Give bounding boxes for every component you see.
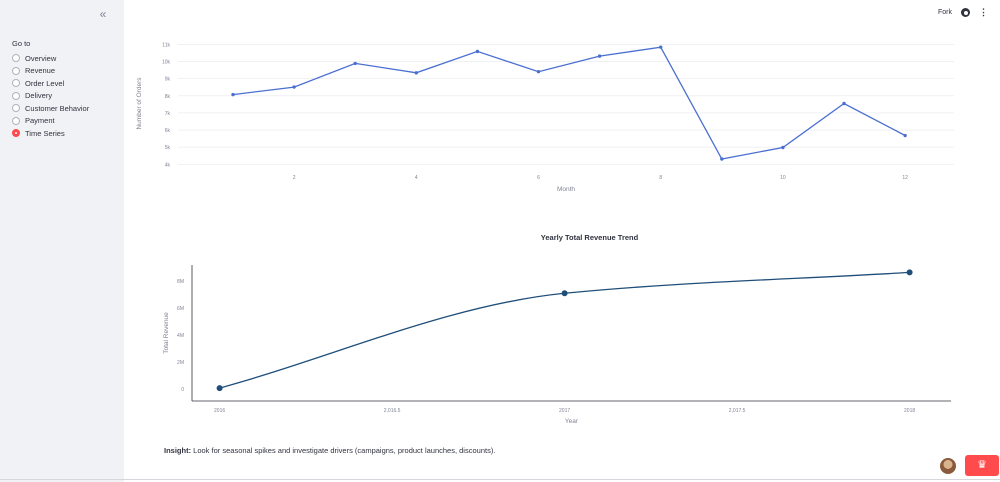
- nav-option-label: Customer Behavior: [25, 103, 90, 113]
- x-tick-label: 2,017.5: [729, 408, 746, 414]
- radio-icon: [12, 66, 20, 75]
- y-tick-label: 8k: [165, 94, 171, 100]
- data-point: [906, 269, 913, 276]
- radio-icon: [12, 79, 20, 88]
- y-axis-label: Number of Orders: [136, 77, 143, 130]
- sidebar: « Go to Overview Revenue Order Level Delive…: [0, 0, 124, 482]
- y-tick-label: 4k: [165, 162, 171, 168]
- y-axis-label: Total Revenue: [163, 312, 170, 354]
- nav-option-label: Overview: [25, 53, 57, 63]
- nav-option-customer-behavior[interactable]: Customer Behavior: [12, 102, 89, 115]
- chart-title: Yearly Total Revenue Trend: [541, 233, 639, 242]
- x-tick-label: 2,016.5: [384, 408, 401, 414]
- x-tick-label: 8: [659, 175, 662, 181]
- x-tick-label: 4: [415, 175, 418, 181]
- data-point: [216, 385, 223, 392]
- data-point: [842, 101, 846, 106]
- nav-option-label: Revenue: [25, 66, 56, 76]
- nav-option-label: Payment: [25, 116, 55, 126]
- y-tick-label: 10k: [162, 60, 171, 66]
- data-point: [561, 290, 568, 297]
- main-content: 4k 5k 6k 7k 8k 9k 10k 11k 2 4 6 8 10 12 Month Number of…: [124, 0, 1000, 482]
- data-point: [475, 49, 480, 54]
- series-line: [219, 271, 910, 389]
- y-tick-label: 2M: [177, 360, 184, 366]
- data-point: [231, 92, 235, 97]
- y-tick-label: 0: [181, 387, 184, 393]
- insight-body: Look for seasonal spikes and investigate…: [191, 446, 496, 455]
- data-point: [597, 54, 602, 58]
- data-point: [292, 85, 296, 89]
- data-point: [781, 145, 785, 150]
- nav-option-label: Delivery: [25, 91, 53, 101]
- x-axis-label: Month: [557, 186, 575, 193]
- nav-option-revenue[interactable]: Revenue: [12, 65, 89, 78]
- data-point: [659, 45, 663, 49]
- insight-text: Insight: Look for seasonal spikes and in…: [164, 446, 495, 455]
- radio-icon: [12, 129, 20, 138]
- divider: [0, 479, 1000, 480]
- nav-radio-group: Overview Revenue Order Level Delivery Custom…: [12, 52, 89, 140]
- double-chevron-left-icon[interactable]: «: [99, 7, 107, 21]
- charts-svg: 4k 5k 6k 7k 8k 9k 10k 11k 2 4 6 8 10 12 Month Number of…: [136, 42, 954, 425]
- x-axis-label: Year: [565, 418, 579, 425]
- data-point: [903, 133, 907, 138]
- crown-icon[interactable]: ♛: [965, 455, 999, 476]
- nav-title: Go to: [12, 39, 31, 48]
- radio-icon: [12, 116, 20, 125]
- nav-option-label: Time Series: [25, 128, 65, 138]
- y-tick-label: 7k: [165, 111, 171, 117]
- data-point: [720, 157, 724, 161]
- fork-button[interactable]: Fork: [938, 9, 952, 16]
- data-point: [536, 69, 541, 74]
- nav-option-time-series[interactable]: Time Series: [12, 127, 89, 140]
- radio-icon: [12, 104, 20, 113]
- radio-icon: [12, 54, 20, 63]
- insight-label: Insight:: [164, 446, 192, 455]
- x-tick-label: 2018: [904, 408, 915, 414]
- x-tick-label: 12: [902, 175, 908, 181]
- y-tick-label: 4M: [177, 333, 184, 339]
- github-icon[interactable]: [961, 8, 970, 17]
- data-point: [414, 71, 418, 75]
- radio-icon: [12, 91, 20, 100]
- y-tick-label: 6k: [165, 128, 171, 134]
- y-tick-label: 11k: [162, 42, 170, 48]
- x-tick-label: 2017: [559, 408, 570, 414]
- nav-option-label: Order Level: [25, 78, 65, 88]
- data-point: [353, 61, 357, 66]
- x-tick-label: 10: [780, 175, 786, 181]
- kebab-menu-icon[interactable]: ⋮: [979, 7, 988, 17]
- y-tick-label: 5k: [165, 145, 171, 151]
- topbar: Fork ⋮: [938, 8, 988, 17]
- nav-option-overview[interactable]: Overview: [12, 52, 89, 65]
- x-tick-label: 6: [537, 175, 540, 181]
- y-tick-label: 8M: [177, 279, 184, 285]
- nav-option-delivery[interactable]: Delivery: [12, 90, 89, 103]
- nav-option-order-level[interactable]: Order Level: [12, 77, 89, 90]
- nav-option-payment[interactable]: Payment: [12, 115, 89, 128]
- y-tick-label: 9k: [165, 77, 171, 83]
- user-avatar-icon[interactable]: [940, 458, 956, 474]
- series-line: [232, 46, 906, 160]
- x-tick-label: 2016: [214, 408, 225, 414]
- x-tick-label: 2: [293, 175, 296, 181]
- y-tick-label: 6M: [177, 306, 184, 312]
